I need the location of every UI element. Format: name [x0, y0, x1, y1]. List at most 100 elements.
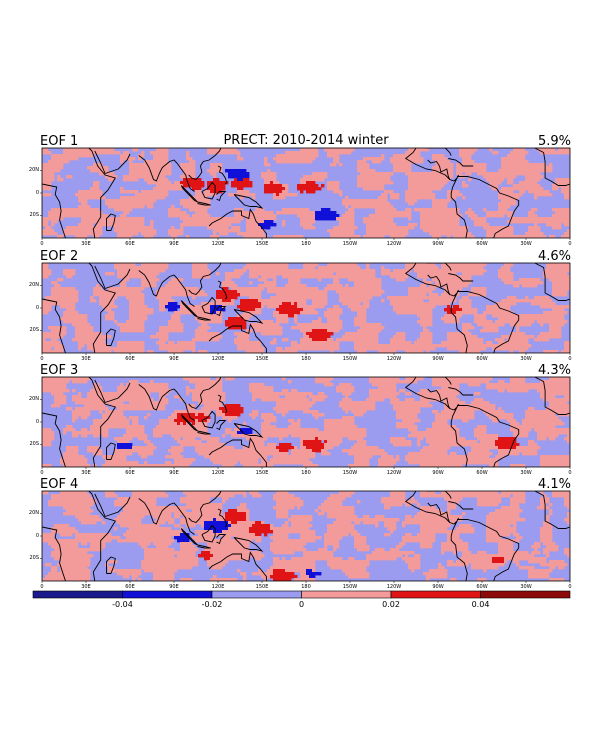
field-cell [153, 281, 156, 284]
field-cell [318, 326, 321, 329]
field-cell [42, 272, 45, 275]
field-cell [78, 232, 81, 235]
field-cell [477, 314, 480, 317]
field-cell [366, 293, 369, 296]
field-cell [504, 202, 507, 205]
field-cell [141, 193, 144, 196]
field-cell [156, 151, 159, 154]
field-cell [489, 214, 492, 217]
field-cell [222, 229, 225, 232]
field-cell [315, 175, 318, 178]
field-cell [51, 290, 54, 293]
field-cell [252, 302, 255, 305]
field-cell [549, 317, 552, 320]
field-cell [324, 172, 327, 175]
field-cell [495, 323, 498, 326]
field-cell [84, 148, 87, 151]
field-cell [375, 211, 378, 214]
field-cell [531, 226, 534, 229]
field-cell [312, 293, 315, 296]
field-cell [132, 202, 135, 205]
field-cell [372, 287, 375, 290]
field-cell [258, 329, 261, 332]
field-cell [396, 272, 399, 275]
field-cell [192, 205, 195, 208]
field-cell [426, 220, 429, 223]
field-cell [354, 299, 357, 302]
field-cell [519, 190, 522, 193]
field-cell [270, 184, 273, 187]
field-cell [480, 217, 483, 220]
field-cell [246, 308, 249, 311]
field-cell [564, 223, 567, 226]
field-cell [429, 190, 432, 193]
field-cell [462, 284, 465, 287]
field-cell [399, 214, 402, 217]
field-cell [138, 169, 141, 172]
field-cell [360, 296, 363, 299]
field-cell [504, 281, 507, 284]
field-cell [297, 211, 300, 214]
field-cell [447, 160, 450, 163]
field-cell [162, 299, 165, 302]
field-cell [237, 275, 240, 278]
field-cell [432, 193, 435, 196]
field-cell [285, 211, 288, 214]
field-cell [249, 263, 252, 266]
field-cell [489, 172, 492, 175]
field-cell [366, 226, 369, 229]
field-cell [45, 169, 48, 172]
field-cell [234, 317, 237, 320]
field-cell [420, 320, 423, 323]
field-cell [282, 157, 285, 160]
field-cell [528, 187, 531, 190]
field-cell [291, 193, 294, 196]
field-cell [54, 293, 57, 296]
field-cell [558, 181, 561, 184]
field-cell [489, 175, 492, 178]
field-cell [453, 284, 456, 287]
field-cell [432, 175, 435, 178]
field-cell [141, 278, 144, 281]
field-cell [360, 308, 363, 311]
field-cell [135, 190, 138, 193]
field-cell [309, 323, 312, 326]
field-cell [207, 193, 210, 196]
field-cell [282, 223, 285, 226]
field-cell [396, 163, 399, 166]
field-cell [333, 266, 336, 269]
field-cell [264, 223, 267, 226]
field-cell [276, 190, 279, 193]
field-cell [354, 266, 357, 269]
field-cell [237, 220, 240, 223]
field-cell [564, 278, 567, 281]
field-cell [348, 293, 351, 296]
field-cell [483, 163, 486, 166]
field-cell [63, 320, 66, 323]
field-cell [381, 232, 384, 235]
field-cell [348, 232, 351, 235]
field-cell [402, 169, 405, 172]
field-cell [486, 311, 489, 314]
field-cell [138, 217, 141, 220]
field-cell [324, 290, 327, 293]
field-cell [132, 232, 135, 235]
field-cell [225, 281, 228, 284]
field-cell [375, 205, 378, 208]
field-cell [444, 181, 447, 184]
field-cell [384, 223, 387, 226]
field-cell [507, 272, 510, 275]
field-cell [537, 320, 540, 323]
field-cell [309, 157, 312, 160]
field-cell [141, 166, 144, 169]
field-cell [534, 193, 537, 196]
field-cell [234, 296, 237, 299]
field-cell [249, 275, 252, 278]
field-cell [276, 308, 279, 311]
field-cell [447, 229, 450, 232]
field-cell [225, 226, 228, 229]
field-cell [138, 220, 141, 223]
field-cell [375, 187, 378, 190]
field-cell [501, 163, 504, 166]
field-cell [534, 229, 537, 232]
